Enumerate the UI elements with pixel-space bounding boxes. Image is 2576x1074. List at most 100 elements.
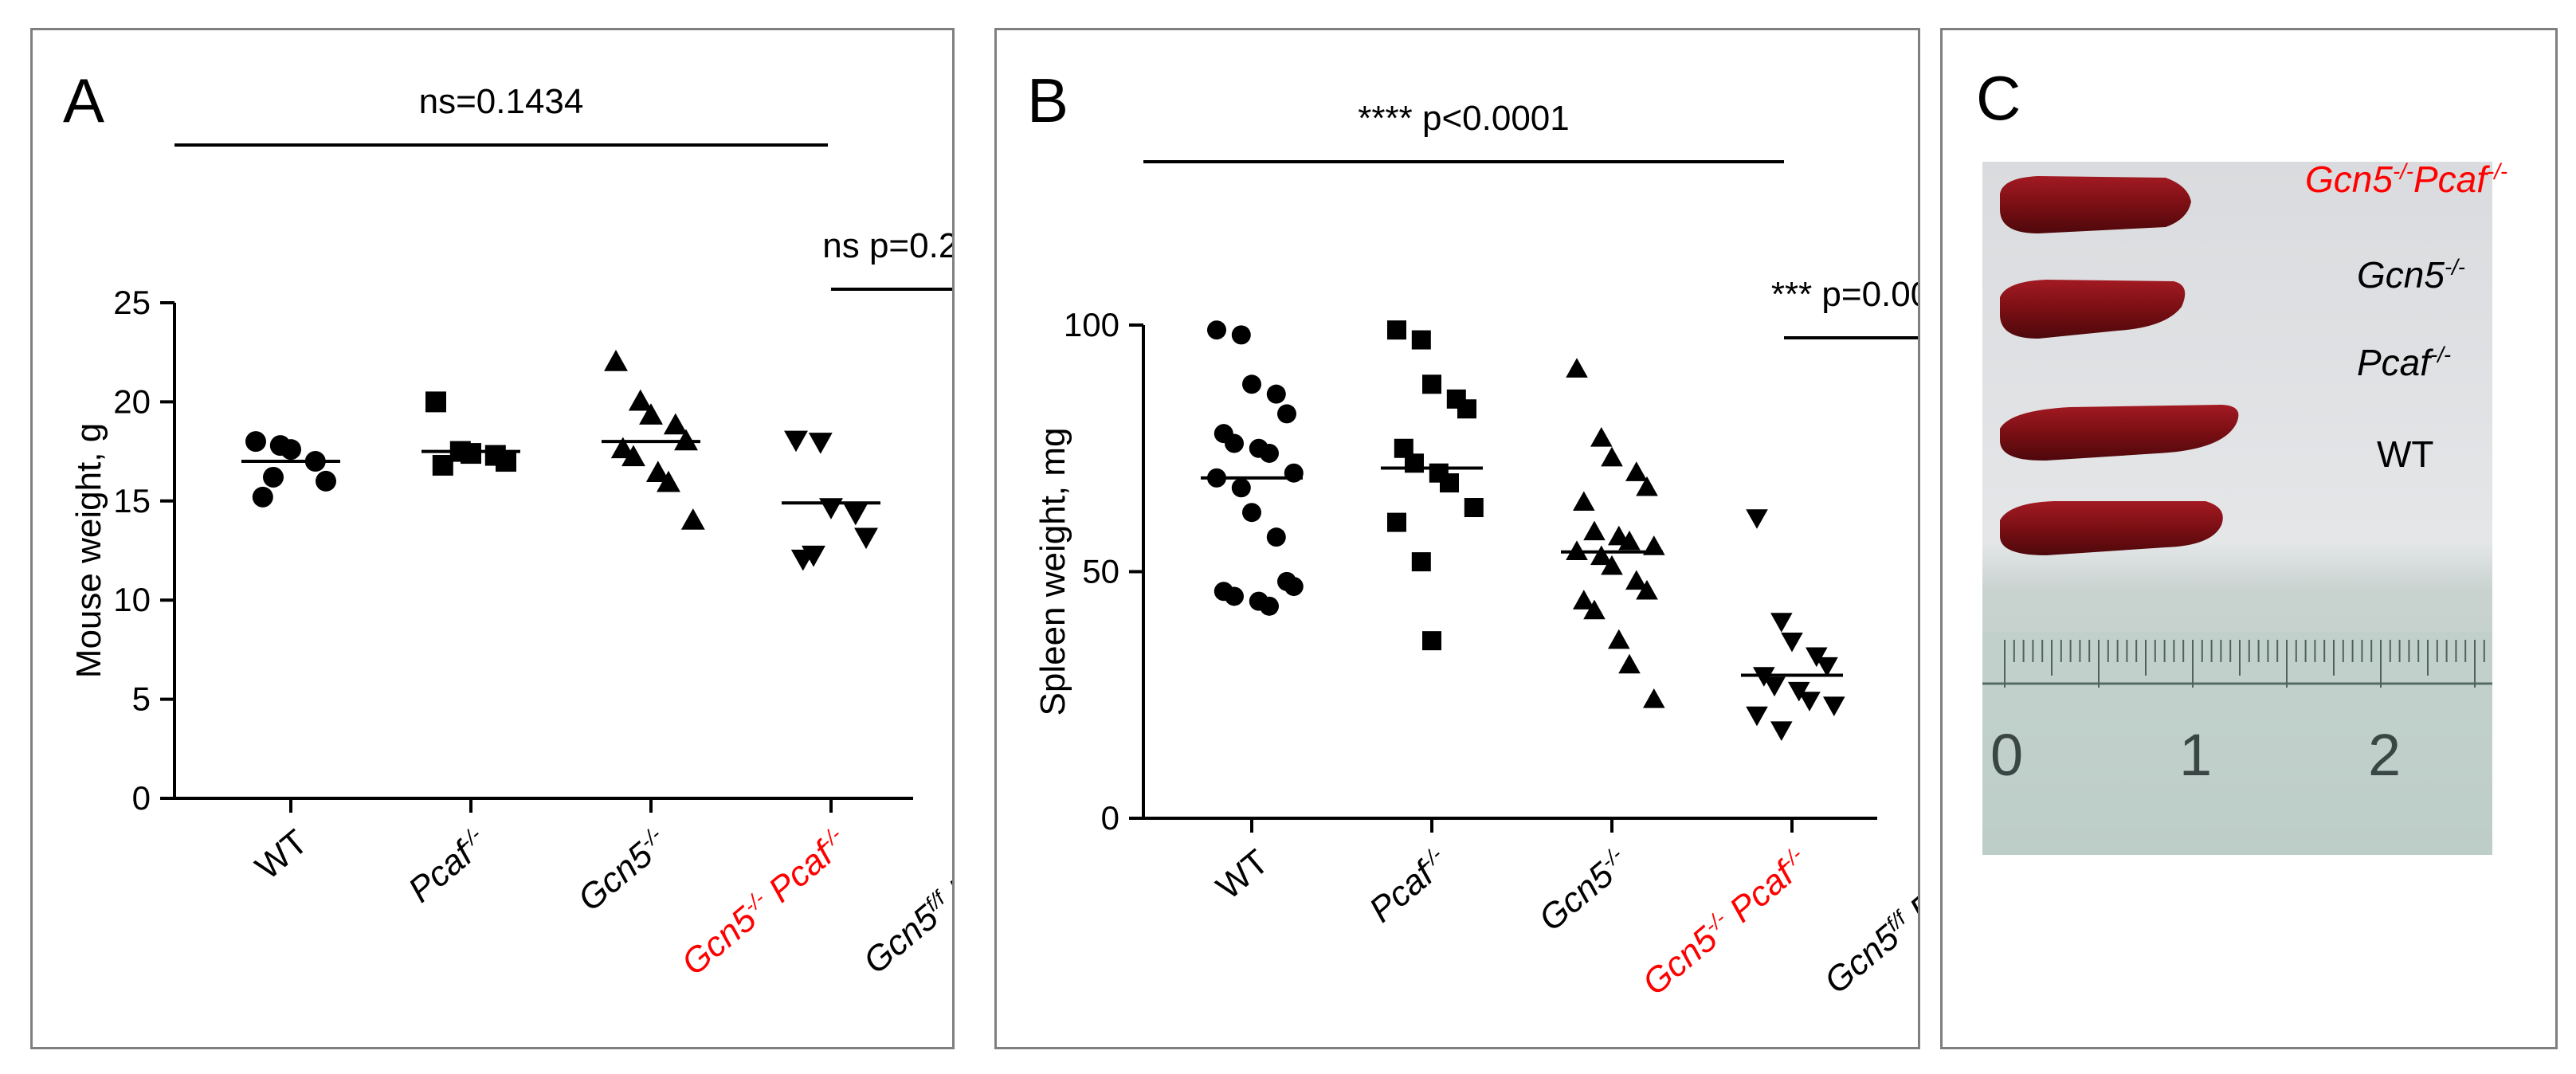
x-category-label: Gcn5-/-: [570, 822, 675, 919]
data-point-triangle: [657, 470, 680, 492]
x-category-label: WT: [1210, 842, 1276, 907]
data-point-square: [1411, 552, 1431, 572]
data-point-circle: [1284, 577, 1304, 597]
sample-label: WT: [2377, 433, 2434, 476]
data-point-square: [496, 451, 516, 472]
label-part: Gcn5: [2357, 254, 2445, 296]
chart-a: A 0 5 10 15 20 25 Mouse weight, g WT Pcaf-/- Gcn5-…: [63, 65, 1107, 983]
data-point-circle: [1242, 503, 1261, 523]
data-point-triangle: [1608, 629, 1630, 649]
ruler-number: 1: [2179, 722, 2212, 788]
data-point-triangle: [1583, 520, 1606, 541]
data-point-triangle-down: [1753, 667, 1775, 687]
data-point-triangle: [604, 350, 628, 371]
data-point-circle: [316, 470, 336, 492]
significance-label: *** p=0.0002: [1771, 275, 1918, 314]
data-point-triangle: [1618, 653, 1641, 674]
data-point-triangle: [1636, 579, 1658, 600]
data-point-circle: [1266, 527, 1286, 547]
spleen-organ: [2000, 280, 2186, 339]
data-point-triangle-down: [1823, 696, 1845, 717]
x-category-label: Gcn5f/f Pcaf-/-: [857, 822, 952, 982]
data-point-triangle: [1625, 461, 1648, 481]
data-point-triangle: [1601, 446, 1623, 467]
data-point-triangle-down: [1806, 647, 1828, 668]
y-tick-label: 25: [113, 284, 151, 321]
data-point-triangle: [1566, 540, 1588, 560]
sample-label: Pcaf-/-: [2357, 341, 2451, 384]
significance-label: ns=0.1434: [419, 82, 584, 121]
panel-label: B: [1027, 65, 1068, 135]
data-point-circle: [1260, 596, 1279, 616]
data-point-triangle: [663, 413, 688, 435]
data-point-triangle: [1590, 545, 1613, 566]
y-tick-label: 20: [113, 382, 151, 420]
y-tick-label: 50: [1082, 553, 1119, 590]
y-axis-label: Mouse weight, g: [69, 423, 108, 678]
data-point-triangle-down: [784, 430, 808, 453]
data-point-triangle: [1636, 476, 1658, 496]
ruler-band: [1982, 632, 2492, 855]
data-point-triangle-down: [1788, 681, 1810, 702]
data-point-triangle-down: [802, 545, 825, 567]
data-point-circle: [263, 466, 284, 488]
x-category-label: Gcn5-/-: [1531, 842, 1636, 939]
data-point-triangle-down: [854, 527, 878, 550]
y-tick-label: 100: [1064, 306, 1119, 343]
data-point-circle: [1277, 404, 1296, 424]
chart-b: B 0 50 100 Spleen weight, mg WT Pcaf-/- Gcn5-/-…: [1027, 65, 2068, 1003]
data-point-square: [1387, 320, 1406, 340]
data-point-triangle-down: [1770, 613, 1793, 633]
data-point-triangle-down: [808, 433, 833, 454]
data-point-circle: [280, 439, 301, 461]
sample-label: Gcn5-/-: [2357, 253, 2465, 296]
data-point-square: [1457, 399, 1476, 419]
data-point-circle: [1284, 463, 1304, 483]
sample-label: Gcn5-/-Pcaf-/-: [2305, 158, 2507, 201]
data-point-triangle: [674, 429, 698, 451]
label-part: -/-: [2487, 159, 2508, 184]
data-point-circle: [1207, 320, 1226, 340]
data-point-triangle: [621, 445, 645, 467]
x-category-label: Pcaf-/-: [401, 822, 495, 910]
ruler-number: 0: [1990, 722, 2023, 788]
data-point-circle: [1225, 586, 1244, 606]
data-point-circle: [1231, 478, 1251, 498]
label-part: -/-: [2430, 342, 2452, 367]
data-point-square: [1405, 453, 1424, 473]
data-point-triangle: [1566, 358, 1588, 378]
data-point-triangle-down: [1781, 632, 1803, 653]
data-point-triangle: [1625, 570, 1648, 590]
data-point-triangle: [1618, 530, 1641, 551]
data-point-square: [432, 455, 453, 476]
data-point-triangle: [1573, 590, 1595, 610]
ruler-number: 2: [2368, 722, 2401, 788]
data-point-circle: [1260, 443, 1279, 463]
label-part: WT: [249, 822, 316, 888]
data-point-triangle: [1643, 535, 1665, 555]
data-point-square: [461, 443, 481, 464]
data-point-square: [425, 391, 446, 413]
data-point-circle: [1231, 325, 1251, 345]
data-point-triangle-down: [1770, 721, 1793, 741]
data-point-circle: [1225, 433, 1244, 453]
data-point-square: [1440, 473, 1459, 493]
data-point-triangle-down: [1816, 657, 1838, 677]
label-part: WT: [1210, 842, 1276, 907]
spleen-organ: [2000, 501, 2223, 555]
spleen-organ: [2000, 405, 2239, 461]
data-point-triangle-down: [843, 504, 868, 526]
x-category-label: Pcaf-/-: [1362, 842, 1456, 930]
data-point-square: [1387, 512, 1406, 532]
data-point-triangle: [1643, 688, 1665, 708]
data-point-triangle-down: [819, 498, 843, 519]
label-part: -/-: [2444, 254, 2465, 280]
label-part: Pcaf: [2413, 159, 2488, 200]
panel-a: A 0 5 10 15 20 25 Mouse weight, g WT Pcaf-/- Gcn5-…: [30, 28, 1107, 1049]
y-tick-label: 0: [132, 779, 151, 817]
data-point-triangle: [639, 403, 663, 425]
data-point-triangle: [1583, 599, 1606, 620]
label-part: -/-: [2392, 159, 2413, 184]
data-point-triangle: [645, 461, 670, 483]
y-tick-label: 0: [1101, 799, 1119, 837]
